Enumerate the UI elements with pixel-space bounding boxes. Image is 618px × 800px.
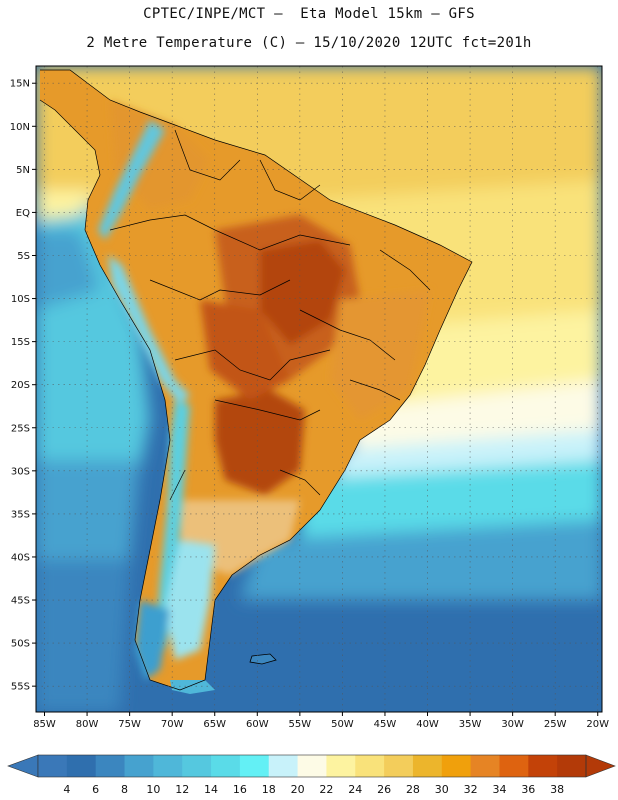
lat-label-55S: 55S xyxy=(11,682,30,693)
south-america-land xyxy=(40,70,472,694)
lat-label-50S: 50S xyxy=(11,639,30,650)
lon-label-45W: 45W xyxy=(374,719,397,730)
colorbar-label-8: 8 xyxy=(121,783,128,796)
chart-title-line-2: 2 Metre Temperature (C) – 15/10/2020 12U… xyxy=(86,35,532,51)
lat-label-20S: 20S xyxy=(11,380,30,391)
latitude-labels: 15N 10N 5N EQ 5S 10S 15S 20S 25S 30S 35S 40S 45S 50S 5… xyxy=(10,79,36,693)
colorbar-swatch-18 xyxy=(557,755,587,777)
colorbar-label-6: 6 xyxy=(92,783,99,796)
lon-label-60W: 60W xyxy=(246,719,269,730)
colorbar-swatch-12 xyxy=(384,755,414,777)
colorbar-label-26: 26 xyxy=(377,783,391,796)
lon-label-25W: 25W xyxy=(544,719,567,730)
colorbar-label-28: 28 xyxy=(406,783,420,796)
lon-label-35W: 35W xyxy=(459,719,482,730)
lat-label-10S: 10S xyxy=(11,294,30,305)
political-borders xyxy=(39,69,473,691)
lat-label-40S: 40S xyxy=(11,552,30,563)
lat-label-EQ: EQ xyxy=(16,208,30,219)
colorbar-swatch-13 xyxy=(412,755,443,777)
lon-label-65W: 65W xyxy=(203,719,226,730)
colorbar-swatch-6 xyxy=(211,755,241,777)
colorbar-frame xyxy=(37,754,587,778)
lat-label-10N: 10N xyxy=(10,122,30,133)
temperature-colorbar: 4 6 8 10 12 14 16 18 20 22 24 26 28 30 32 34 36 38 xyxy=(7,754,616,796)
colorbar-label-20: 20 xyxy=(291,783,305,796)
colorbar-label-10: 10 xyxy=(146,783,160,796)
colorbar-label-34: 34 xyxy=(492,783,506,796)
lon-label-85W: 85W xyxy=(33,719,56,730)
map-frame xyxy=(35,65,603,713)
lon-label-70W: 70W xyxy=(161,719,184,730)
colorbar-swatch-16 xyxy=(499,755,529,777)
colorbar-label-14: 14 xyxy=(204,783,218,796)
colorbar-swatch-10 xyxy=(326,755,356,777)
colorbar-swatch-8 xyxy=(268,755,299,777)
colorbar-swatch-3 xyxy=(124,755,154,777)
map-gridlines xyxy=(36,66,602,712)
lat-label-15S: 15S xyxy=(11,337,30,348)
colorbar-label-16: 16 xyxy=(233,783,247,796)
lat-label-5S: 5S xyxy=(17,251,30,262)
colorbar-swatch-14 xyxy=(441,755,472,777)
lat-label-15N: 15N xyxy=(10,79,30,90)
colorbar-swatch-4 xyxy=(153,755,183,777)
colorbar-swatch-0 xyxy=(38,755,68,777)
colorbar-swatch-7 xyxy=(239,755,270,777)
colorbar-over-arrow xyxy=(585,754,616,778)
colorbar-label-32: 32 xyxy=(464,783,478,796)
colorbar-label-12: 12 xyxy=(175,783,189,796)
colorbar-swatch-2 xyxy=(95,755,126,777)
colorbar-swatch-1 xyxy=(66,755,97,777)
lon-label-40W: 40W xyxy=(416,719,439,730)
colorbar-under-arrow xyxy=(7,754,39,778)
colorbar-label-18: 18 xyxy=(262,783,276,796)
chart-title-line-1: CPTEC/INPE/MCT – Eta Model 15km – GFS xyxy=(143,6,475,22)
lat-label-5N: 5N xyxy=(16,165,30,176)
longitude-labels: 85W 80W 75W 70W 65W 60W 55W 50W 45W 40W 35W 30W 25W 2… xyxy=(33,712,609,730)
lon-label-20W: 20W xyxy=(586,719,609,730)
lat-label-30S: 30S xyxy=(11,466,30,477)
colorbar-label-30: 30 xyxy=(435,783,449,796)
lat-label-25S: 25S xyxy=(11,423,30,434)
colorbar-label-24: 24 xyxy=(348,783,362,796)
lon-label-75W: 75W xyxy=(118,719,141,730)
lon-label-80W: 80W xyxy=(76,719,99,730)
lon-label-50W: 50W xyxy=(331,719,354,730)
lat-label-35S: 35S xyxy=(11,509,30,520)
colorbar-label-22: 22 xyxy=(319,783,333,796)
colorbar-swatch-17 xyxy=(528,755,558,777)
colorbar-label-38: 38 xyxy=(550,783,564,796)
colorbar-label-4: 4 xyxy=(63,783,70,796)
colorbar-swatch-5 xyxy=(182,755,212,777)
lon-label-30W: 30W xyxy=(501,719,524,730)
colorbar-swatch-9 xyxy=(297,755,327,777)
temperature-field xyxy=(36,66,602,712)
colorbar-swatch-11 xyxy=(355,755,385,777)
lon-label-55W: 55W xyxy=(289,719,312,730)
colorbar-swatch-15 xyxy=(470,755,500,777)
lat-label-45S: 45S xyxy=(11,596,30,607)
colorbar-label-36: 36 xyxy=(521,783,535,796)
